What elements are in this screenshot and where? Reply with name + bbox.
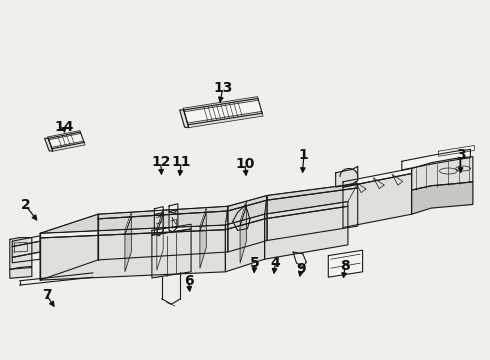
Polygon shape [402, 149, 470, 170]
Polygon shape [98, 206, 228, 219]
Polygon shape [267, 184, 358, 200]
Polygon shape [12, 236, 40, 247]
Polygon shape [328, 250, 363, 277]
Polygon shape [240, 206, 246, 263]
Polygon shape [180, 110, 189, 127]
Polygon shape [336, 166, 358, 187]
Polygon shape [12, 252, 40, 263]
Polygon shape [200, 212, 206, 268]
Polygon shape [439, 145, 474, 156]
Polygon shape [51, 141, 85, 151]
Text: 2: 2 [21, 198, 30, 212]
Polygon shape [265, 206, 348, 259]
Polygon shape [169, 210, 178, 232]
Polygon shape [225, 214, 265, 230]
Polygon shape [267, 188, 358, 240]
Text: 13: 13 [213, 81, 233, 95]
Polygon shape [10, 267, 32, 278]
Text: 6: 6 [184, 274, 194, 288]
Polygon shape [152, 224, 191, 235]
Polygon shape [200, 208, 206, 231]
Text: 7: 7 [42, 288, 51, 302]
Polygon shape [48, 132, 84, 149]
Text: 8: 8 [340, 260, 350, 273]
Polygon shape [40, 230, 225, 280]
Polygon shape [125, 217, 131, 271]
Text: 10: 10 [235, 157, 255, 171]
Text: 14: 14 [54, 120, 74, 134]
Polygon shape [412, 157, 473, 190]
Text: 1: 1 [299, 148, 309, 162]
Polygon shape [125, 212, 131, 234]
Polygon shape [12, 241, 40, 257]
Polygon shape [412, 182, 473, 214]
Polygon shape [152, 229, 191, 278]
Text: 9: 9 [296, 262, 306, 276]
Polygon shape [225, 195, 267, 225]
Text: 5: 5 [250, 256, 260, 270]
Polygon shape [265, 202, 348, 219]
Polygon shape [343, 174, 412, 228]
Polygon shape [48, 131, 81, 140]
Text: 3: 3 [456, 148, 466, 162]
Polygon shape [154, 207, 163, 216]
Polygon shape [157, 210, 163, 233]
Polygon shape [183, 96, 258, 112]
Polygon shape [10, 238, 32, 269]
Polygon shape [45, 138, 53, 151]
Polygon shape [240, 201, 246, 226]
Polygon shape [228, 195, 267, 211]
Polygon shape [98, 211, 228, 260]
Polygon shape [225, 219, 265, 272]
Polygon shape [40, 206, 228, 233]
Polygon shape [265, 184, 358, 214]
Polygon shape [184, 98, 262, 125]
Text: 11: 11 [172, 155, 191, 169]
Text: 12: 12 [151, 155, 171, 169]
Polygon shape [157, 215, 163, 270]
Polygon shape [343, 168, 412, 187]
Polygon shape [188, 112, 263, 127]
Polygon shape [228, 200, 267, 252]
Text: 4: 4 [270, 256, 280, 270]
Polygon shape [40, 225, 225, 238]
Polygon shape [169, 204, 178, 213]
Polygon shape [154, 212, 163, 236]
